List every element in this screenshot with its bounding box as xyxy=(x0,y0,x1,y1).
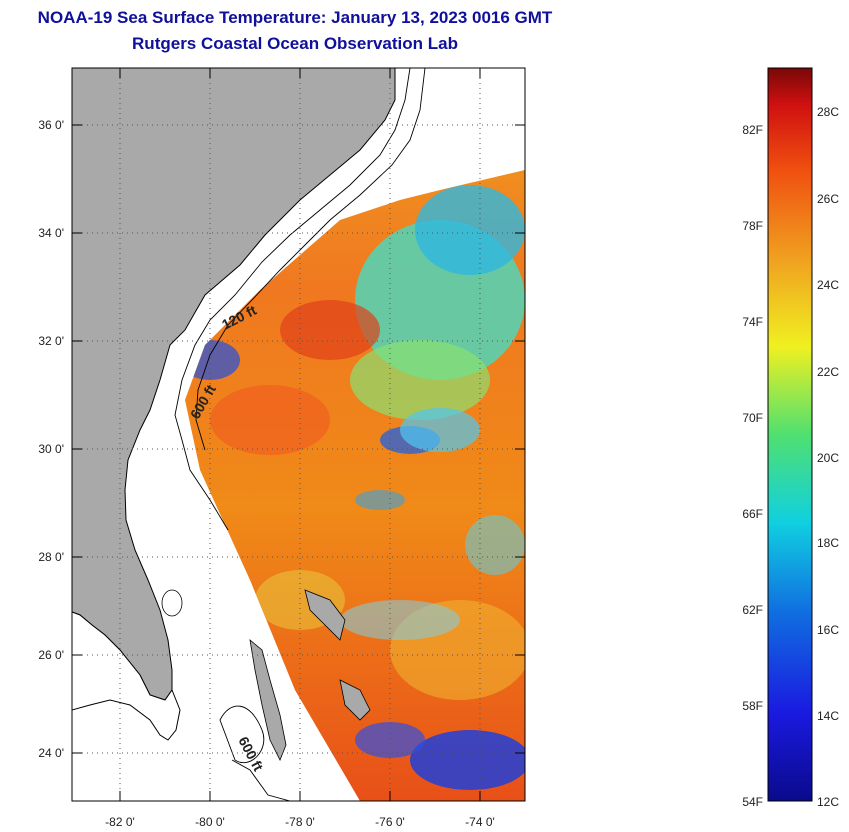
lat-label-26: 26 0' xyxy=(38,648,64,662)
f-label-70: 70F xyxy=(742,411,763,425)
c-label-24: 24C xyxy=(817,278,839,292)
land-mass xyxy=(72,68,396,761)
f-label-58: 58F xyxy=(742,699,763,713)
longitude-labels: -82 0' -80 0' -78 0' -76 0' -74 0' xyxy=(105,815,495,829)
f-label-82: 82F xyxy=(742,123,763,137)
graticule xyxy=(72,68,525,801)
lon-label-74: -74 0' xyxy=(465,815,495,829)
latitude-labels: 36 0' 34 0' 32 0' 30 0' 28 0' 26 0' 24 0… xyxy=(38,118,64,760)
lat-label-28: 28 0' xyxy=(38,550,64,564)
lon-label-76: -76 0' xyxy=(375,815,405,829)
lon-label-78: -78 0' xyxy=(285,815,315,829)
lat-label-32: 32 0' xyxy=(38,334,64,348)
c-label-16: 16C xyxy=(817,623,839,637)
f-label-66: 66F xyxy=(742,507,763,521)
celsius-scale: 28C 26C 24C 22C 20C 18C 16C 14C 12C xyxy=(817,105,839,809)
lat-label-36: 36 0' xyxy=(38,118,64,132)
frame-ticks xyxy=(72,68,525,801)
lat-label-34: 34 0' xyxy=(38,226,64,240)
lat-label-24: 24 0' xyxy=(38,746,64,760)
sst-map: 120 ft 600 ft 600 ft 36 0' 34 0' 32 0' 3… xyxy=(38,67,526,829)
c-label-20: 20C xyxy=(817,451,839,465)
c-label-14: 14C xyxy=(817,709,839,723)
c-label-18: 18C xyxy=(817,536,839,550)
map-subtitle: Rutgers Coastal Ocean Observation Lab xyxy=(132,34,458,53)
lon-label-80: -80 0' xyxy=(195,815,225,829)
f-label-54: 54F xyxy=(742,795,763,809)
depth-contours xyxy=(174,68,426,801)
lat-label-30: 30 0' xyxy=(38,442,64,456)
c-label-12: 12C xyxy=(817,795,839,809)
c-label-26: 26C xyxy=(817,192,839,206)
color-scale-bar xyxy=(767,67,813,802)
map-frame xyxy=(71,67,526,802)
map-title: NOAA-19 Sea Surface Temperature: January… xyxy=(37,8,553,27)
c-label-28: 28C xyxy=(817,105,839,119)
lon-label-82: -82 0' xyxy=(105,815,135,829)
f-label-74: 74F xyxy=(742,315,763,329)
c-label-22: 22C xyxy=(817,365,839,379)
f-label-78: 78F xyxy=(742,219,763,233)
fahrenheit-scale: 82F 78F 74F 70F 66F 62F 58F 54F xyxy=(742,123,763,809)
f-label-62: 62F xyxy=(742,603,763,617)
